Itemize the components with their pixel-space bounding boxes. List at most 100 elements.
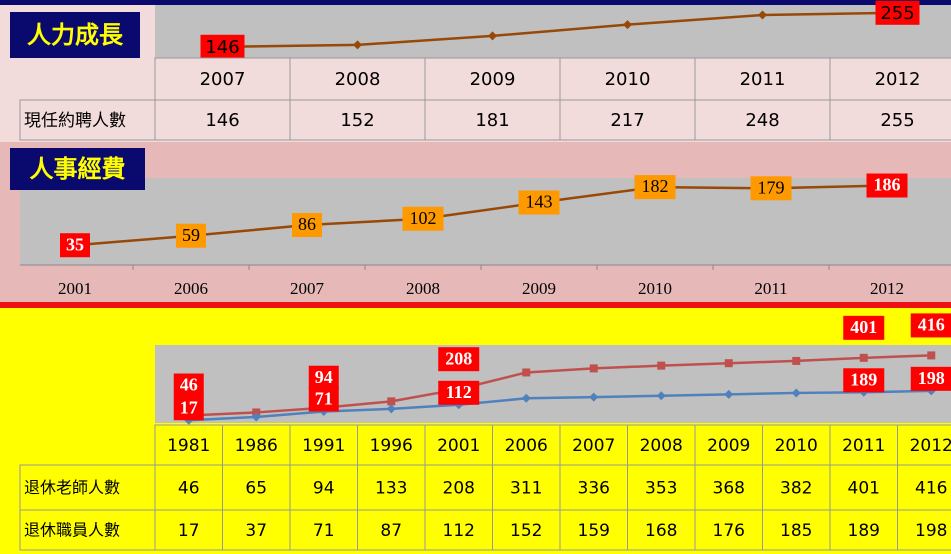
row-label-cell [19,509,156,551]
cell-value: 94 [313,479,335,499]
marker [589,392,599,402]
cell [492,509,561,551]
header-cell [829,424,898,466]
top-border [0,0,951,5]
marker [251,412,261,422]
series-line [188,389,932,422]
header-cell [829,57,951,101]
header-cell [289,424,358,466]
value-label: 416 [918,315,945,335]
cell-value: 198 [915,521,947,541]
value-label-bg [176,223,206,248]
value-label-bg [200,34,245,59]
value-label: 35 [66,234,84,254]
cell [829,509,898,551]
marker [623,20,632,30]
header-cell [289,57,426,101]
cell [694,509,763,551]
column-header: 2010 [775,436,818,456]
cell [492,464,561,511]
marker [724,389,734,399]
column-header: 2009 [707,436,750,456]
value-label-bg [866,173,908,198]
cell [424,99,561,141]
value-label-bg [173,373,204,398]
marker [927,351,936,360]
row-label-cell [19,99,156,141]
cell-value: 176 [713,521,745,541]
value-label-bg [308,365,339,390]
cell [289,99,426,141]
row-label: 現任約聘人數 [24,111,126,131]
cell-value: 17 [178,521,200,541]
header-cell [424,57,561,101]
value-label: 198 [918,368,945,388]
cell-value: 146 [205,110,239,131]
cell-value: 152 [340,110,374,131]
cell [289,464,358,511]
marker [353,40,362,50]
cell-value: 336 [578,479,610,499]
marker [589,364,598,373]
column-header: 2012 [875,69,921,90]
cell-value: 217 [610,110,644,131]
header-cell [154,424,223,466]
marker [522,368,531,377]
marker [488,31,497,41]
value-label: 179 [758,177,785,197]
x-tick-label: 2011 [754,279,787,298]
row-label: 退休老師人數 [24,478,120,497]
value-label: 17 [180,397,198,417]
cell-value: 401 [848,479,880,499]
cell [694,99,831,141]
cell [762,509,831,551]
cell-value: 37 [245,521,267,541]
header-cell [762,424,831,466]
marker [521,393,531,403]
value-label: 186 [874,175,901,195]
cell-value: 65 [245,479,267,499]
cell [289,509,358,551]
cell [627,509,696,551]
value-label: 255 [880,3,914,24]
cell-value: 46 [178,479,200,499]
marker [758,10,767,20]
cell-value: 133 [375,479,407,499]
chart-title: 人事經費 [30,155,126,183]
column-header: 2009 [470,69,516,90]
header-cell [694,424,763,466]
value-label: 71 [315,389,333,409]
cell [357,464,426,511]
cell-value: 112 [443,521,475,541]
cell [559,99,696,141]
marker [791,388,801,398]
header-cell [222,424,291,466]
column-header: 2006 [505,436,548,456]
cell [897,464,951,511]
cell-value: 368 [713,479,745,499]
value-label-bg [910,366,951,391]
value-label: 146 [205,37,239,58]
column-header: 1981 [167,436,210,456]
cell-value: 71 [313,521,335,541]
column-header: 2001 [437,436,480,456]
cell-value: 382 [780,479,812,499]
cell-value: 159 [578,521,610,541]
marker [386,404,396,414]
cell-value: 353 [645,479,677,499]
cell [222,509,291,551]
column-header: 1996 [370,436,413,456]
value-label-bg [750,176,792,201]
column-header: 2008 [640,436,683,456]
marker [792,356,801,365]
value-label-bg [634,175,676,200]
value-label-bg [173,396,204,421]
cell-value: 311 [510,479,542,499]
cell [829,99,951,141]
cell-value: 87 [380,521,402,541]
column-header: 2011 [740,69,786,90]
marker [859,353,868,362]
cell-value: 185 [780,521,812,541]
value-label: 143 [526,192,553,212]
